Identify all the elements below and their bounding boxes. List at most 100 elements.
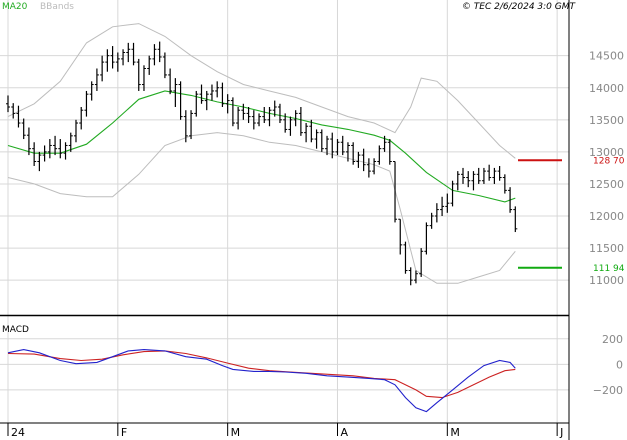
ohlc-bar: [471, 171, 476, 191]
ohlc-bar: [53, 135, 58, 156]
ohlc-bar: [413, 270, 418, 284]
ohlc-bar: [309, 119, 314, 143]
price-tick-label: 12500: [589, 178, 624, 191]
ohlc-bar: [194, 90, 199, 117]
time-tick-label: A: [340, 426, 348, 439]
macd-tick-label: −200: [593, 384, 623, 397]
ohlc-bar: [366, 158, 371, 178]
ohlc-bar: [157, 41, 162, 63]
ohlc-bar: [466, 171, 471, 188]
time-tick-label: M: [450, 426, 460, 439]
price-axis-labels: 11000 11500 12000 12500 13000 13500 14000 14500: [589, 50, 624, 287]
ohlc-bar: [199, 84, 204, 104]
ohlc-bar: [298, 106, 303, 136]
ohlc-bar: [94, 68, 99, 91]
ohlc-bar: [121, 49, 126, 66]
ohlc-bar: [262, 106, 267, 124]
ohlc-bar: [429, 212, 434, 229]
ohlc-bar: [100, 55, 105, 82]
ohlc-bar: [136, 58, 141, 91]
ohlc-bar: [115, 52, 120, 72]
price-tick-label: 13500: [589, 114, 624, 127]
ohlc-bar: [361, 148, 366, 172]
ohlc-bar: [487, 164, 492, 181]
price-tick-label: 14000: [589, 82, 624, 95]
resistance-level-label: 128 70: [593, 157, 625, 167]
ohlc-bar: [476, 167, 481, 184]
time-axis-labels: 24 F M A M J: [7, 423, 563, 439]
ohlc-bar: [461, 167, 466, 184]
macd-tick-label: 0: [616, 358, 623, 371]
ohlc-bar: [42, 145, 47, 162]
ohlc-bar: [335, 139, 340, 156]
ohlc-bar: [351, 142, 356, 165]
ohlc-bar: [68, 132, 73, 152]
macd-line: [7, 349, 516, 413]
ohlc-bar: [481, 167, 486, 184]
ohlc-bar: [32, 142, 37, 166]
ohlc-bar: [283, 113, 288, 133]
ohlc-bar: [382, 135, 387, 152]
ohlc-bar: [79, 106, 84, 130]
ohlc-bar: [37, 151, 42, 172]
ohlc-bar: [251, 110, 256, 130]
ohlc-bar: [445, 193, 450, 213]
ohlc-bar: [173, 78, 178, 107]
ohlc-bar: [230, 97, 235, 127]
legend-bbands: BBands: [40, 2, 74, 12]
ohlc-bar: [6, 95, 10, 113]
ohlc-bar: [11, 103, 16, 119]
ohlc-bar: [183, 110, 188, 143]
macd-axis-labels: 200 0 −200: [593, 333, 623, 397]
ohlc-bar: [246, 106, 251, 124]
ohlc-bar: [497, 165, 502, 181]
price-tick-label: 11500: [589, 242, 624, 255]
ohlc-bar: [419, 248, 424, 277]
price-levels: 128 70 111 94: [518, 157, 625, 274]
ohlc-bar: [434, 203, 439, 223]
bollinger-bands: [7, 23, 516, 284]
ohlc-bar: [398, 218, 403, 255]
ohlc-bar: [63, 142, 68, 160]
ohlc-bar: [288, 116, 293, 136]
bbands-upper-line: [7, 23, 516, 159]
ohlc-bar: [141, 65, 146, 91]
ohlc-bar: [340, 135, 345, 156]
ohlc-bar: [492, 167, 497, 184]
time-tick-label: 24: [11, 426, 25, 439]
ohlc-bar: [189, 110, 194, 140]
time-tick-label: M: [231, 426, 241, 439]
time-tick-label: J: [559, 426, 563, 439]
ohlc-bar: [502, 174, 507, 194]
ohlc-bar: [513, 206, 518, 233]
ohlc-bar: [110, 46, 115, 69]
ohlc-bar: [58, 139, 63, 159]
ohlc-bar: [236, 106, 241, 130]
ohlc-bar: [73, 119, 78, 143]
ohlc-bar: [26, 127, 31, 156]
ohlc-bar: [16, 105, 21, 128]
time-tick-label: F: [121, 426, 127, 439]
ohlc-bar: [450, 180, 455, 207]
ohlc-bar: [47, 139, 52, 159]
ohlc-bar: [204, 90, 209, 111]
price-tick-label: 13000: [589, 146, 624, 159]
ohlc-bar: [314, 129, 319, 149]
ohlc-bar: [267, 106, 272, 127]
price-tick-label: 12000: [589, 210, 624, 223]
ohlc-bar: [455, 171, 460, 191]
ohlc-bar: [241, 103, 246, 120]
ohlc-bar: [89, 81, 94, 101]
ohlc-bar: [126, 42, 131, 63]
ohlc-bar: [403, 241, 408, 274]
ohlc-bar: [257, 113, 262, 127]
ohlc-bar: [84, 90, 89, 117]
ohlc-bar: [209, 84, 214, 101]
ohlc-bar: [356, 151, 361, 168]
ohlc-bar: [220, 82, 225, 107]
ohlc-bar: [277, 103, 282, 124]
ohlc-bar: [424, 222, 429, 255]
price-tick-label: 14500: [589, 50, 624, 63]
ma20-line: [7, 90, 516, 203]
